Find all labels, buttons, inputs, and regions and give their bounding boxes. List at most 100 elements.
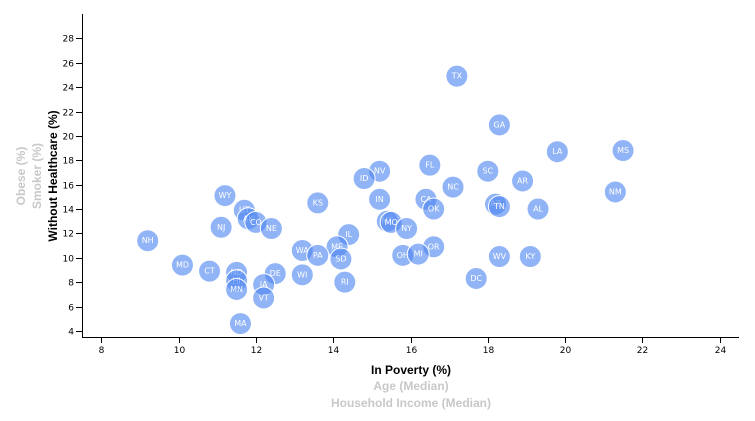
state-marker[interactable]: NM [603,180,627,204]
state-circle[interactable] [545,140,569,164]
y-tick-label: 10 [63,255,75,265]
state-marker[interactable]: WY [213,184,237,208]
state-circle[interactable] [441,175,465,199]
y-tick-label: 6 [68,304,74,314]
state-circle[interactable] [511,169,535,193]
state-circle[interactable] [476,159,500,183]
state-circle[interactable] [333,270,357,294]
state-marker[interactable]: NJ [209,215,233,239]
state-marker[interactable]: MD [170,253,194,277]
y-tick-label: 4 [68,328,74,338]
state-marker[interactable]: AL [526,197,550,221]
y-axis-title-option[interactable]: Smoker (%) [30,143,44,209]
state-marker[interactable]: KS [306,191,330,215]
state-marker[interactable]: TN [487,195,511,219]
state-marker[interactable]: MS [611,139,635,163]
state-circle[interactable] [487,245,511,269]
state-circle[interactable] [209,215,233,239]
y-axis: 4 6 8 10 12 14 16 18 20 22 24 26 28 [63,14,83,338]
x-tick-label: 8 [99,346,105,356]
state-marker[interactable]: MI [406,242,430,266]
state-marker[interactable]: KY [518,245,542,269]
state-marker[interactable]: MA [228,312,252,336]
x-tick-label: 12 [251,346,262,356]
state-marker[interactable]: IN [368,187,392,211]
state-circle[interactable] [252,286,276,310]
y-tick-label: 8 [68,279,74,289]
y-axis-titles: Without Healthcare (%)Smoker (%)Obese (%… [14,110,60,241]
state-circle[interactable] [518,245,542,269]
y-tick-label: 26 [63,60,75,70]
state-circle[interactable] [228,312,252,336]
state-circle[interactable] [368,187,392,211]
state-marker[interactable]: SD [329,247,353,271]
y-tick-label: 20 [63,133,75,143]
state-marker[interactable]: NE [259,217,283,241]
state-marker[interactable]: NH [136,229,160,253]
y-tick-label: 18 [63,157,75,167]
state-circle[interactable] [487,195,511,219]
state-marker[interactable]: NY [395,217,419,241]
state-marker[interactable]: AR [511,169,535,193]
state-circle[interactable] [464,266,488,290]
state-marker[interactable]: WV [487,245,511,269]
x-tick-label: 22 [637,346,648,356]
state-marker[interactable]: VT [252,286,276,310]
state-marker[interactable]: GA [487,113,511,137]
state-circle[interactable] [418,153,442,177]
state-marker[interactable]: FL [418,153,442,177]
state-marker[interactable]: OK [422,197,446,221]
x-tick-label: 10 [174,346,186,356]
y-tick-label: 16 [63,182,75,192]
state-circle[interactable] [487,113,511,137]
state-marker[interactable]: LA [545,140,569,164]
state-circle[interactable] [445,64,469,88]
state-circle[interactable] [136,229,160,253]
state-marker[interactable]: CT [198,259,222,283]
x-axis-title-option[interactable]: Household Income (Median) [331,396,491,410]
state-marker[interactable]: PA [306,243,330,267]
state-marker[interactable]: MN [225,277,249,301]
state-marker[interactable]: WI [290,263,314,287]
y-tick-label: 12 [63,230,74,240]
x-tick-label: 14 [328,346,340,356]
state-marker[interactable]: TX [445,64,469,88]
state-circle[interactable] [170,253,194,277]
x-tick-label: 16 [406,346,418,356]
state-marker[interactable]: SC [476,159,500,183]
state-marker[interactable]: ID [352,167,376,191]
x-tick-label: 18 [483,346,495,356]
state-circle[interactable] [422,197,446,221]
state-circle[interactable] [406,242,430,266]
state-circle[interactable] [611,139,635,163]
state-circle[interactable] [213,184,237,208]
y-tick-label: 22 [63,109,74,119]
state-circle[interactable] [329,247,353,271]
y-axis-title-option[interactable]: Without Healthcare (%) [46,110,60,241]
x-axis-title-option[interactable]: In Poverty (%) [371,363,451,377]
x-tick-label: 20 [560,346,572,356]
state-circle[interactable] [259,217,283,241]
state-marker[interactable]: RI [333,270,357,294]
state-circle[interactable] [306,191,330,215]
state-marker[interactable]: NC [441,175,465,199]
state-circle[interactable] [198,259,222,283]
y-tick-label: 28 [63,35,75,45]
x-axis-title-option[interactable]: Age (Median) [373,379,448,393]
y-axis-title-option[interactable]: Obese (%) [14,147,28,206]
y-tick-label: 24 [63,84,75,94]
y-tick-label: 14 [63,206,75,216]
state-circle[interactable] [603,180,627,204]
x-axis-titles: In Poverty (%) Age (Median) Household Inco… [331,363,491,410]
state-circle[interactable] [306,243,330,267]
state-circle[interactable] [352,167,376,191]
x-tick-label: 24 [715,346,727,356]
state-circle[interactable] [225,277,249,301]
state-circle[interactable] [526,197,550,221]
state-circle[interactable] [395,217,419,241]
points-layer: TXGALAMSFLNVSCIDARNCNMWYINKSCAAZTNALOKUT… [136,64,635,336]
state-marker[interactable]: DC [464,266,488,290]
state-circle[interactable] [290,263,314,287]
x-axis: 8 10 12 14 16 18 20 22 24 [82,337,739,356]
